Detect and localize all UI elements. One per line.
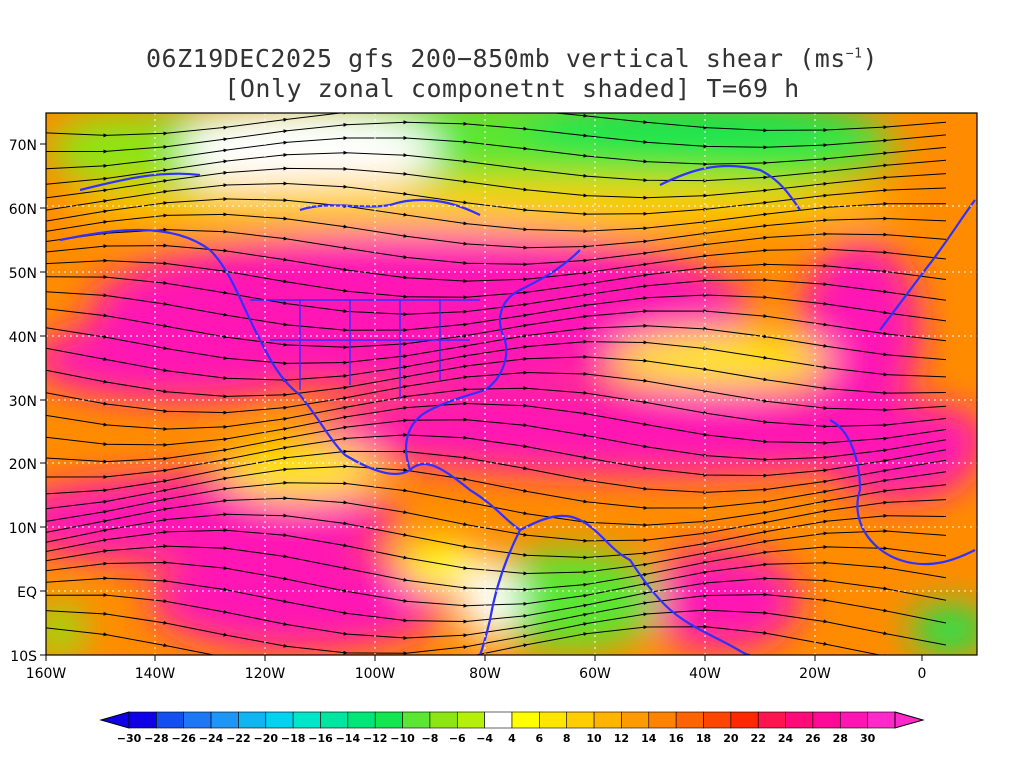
lat-label: 70N: [9, 138, 37, 154]
lon-label: 80W: [469, 666, 501, 682]
colorbar-swatch: [648, 711, 677, 729]
colorbar-swatch: [292, 711, 321, 729]
colorbar-swatch: [675, 711, 704, 729]
colorbar-label: −18: [281, 732, 306, 745]
title-line-2: [Only zonal componetnt shaded] T=69 h: [224, 74, 800, 103]
colorbar-swatch: [593, 711, 622, 729]
lon-label: 160W: [26, 666, 67, 682]
colorbar-swatch: [347, 711, 376, 729]
axis-ticks: [40, 143, 923, 661]
colorbar-swatch: [757, 711, 786, 729]
colorbar-label: 10: [586, 732, 602, 745]
colorbar-swatch: [265, 711, 294, 729]
streamlines: [46, 113, 947, 655]
colorbar-swatch: [374, 711, 403, 729]
colorbar-label: −8: [421, 732, 438, 745]
colorbar-label: −28: [144, 732, 169, 745]
colorbar-swatch: [128, 711, 157, 729]
lon-label: 20W: [799, 666, 831, 682]
lat-label: 40N: [9, 330, 37, 346]
colorbar-swatch: [730, 711, 759, 729]
lat-label: 30N: [9, 394, 37, 410]
colorbar-label: 14: [641, 732, 657, 745]
lat-label: 10N: [9, 521, 37, 537]
lon-label: 140W: [135, 666, 176, 682]
lat-label: 10S: [10, 649, 37, 665]
latitude-labels: 70N 60N 50N 40N 30N 20N 10N EQ 10S: [9, 138, 37, 665]
colorbar-swatch: [785, 711, 814, 729]
colorbar: −30 −28 −26 −24 −22 −20 −18 −16 −14 −12 −10 −8 −6 −4 4…: [99, 711, 925, 745]
lat-label: 60N: [9, 202, 37, 218]
colorbar-swatch: [511, 711, 540, 729]
colorbar-right-arrow: [894, 711, 925, 729]
lat-label: EQ: [17, 585, 37, 601]
colorbar-label: −22: [226, 732, 251, 745]
colorbar-label: 30: [860, 732, 876, 745]
colorbar-label: 28: [833, 732, 848, 745]
colorbar-swatch: [867, 711, 896, 729]
colorbar-swatch: [402, 711, 431, 729]
colorbar-label: −26: [171, 732, 196, 745]
colorbar-label: 8: [563, 732, 571, 745]
title-line-1: 06Z19DEC2025 gfs 200−850mb vertical shea…: [145, 44, 879, 73]
colorbar-swatch: [183, 711, 212, 729]
lon-label: 100W: [355, 666, 396, 682]
colorbar-swatch: [484, 711, 513, 729]
colorbar-label: −6: [449, 732, 466, 745]
colorbar-swatch: [566, 711, 595, 729]
colorbar-label: −10: [390, 732, 415, 745]
lon-label: 60W: [579, 666, 611, 682]
colorbar-label: 18: [696, 732, 711, 745]
lon-label: 120W: [245, 666, 286, 682]
colorbar-label: 16: [668, 732, 684, 745]
longitude-labels: 160W 140W 120W 100W 80W 60W 40W 20W 0: [26, 666, 927, 682]
colorbar-swatch: [156, 711, 185, 729]
colorbar-left-arrow: [99, 711, 130, 729]
colorbar-swatch: [238, 711, 267, 729]
colorbar-label: 26: [805, 732, 821, 745]
borders: [250, 299, 480, 400]
colorbar-label: −4: [476, 732, 493, 745]
colorbar-label: −12: [363, 732, 388, 745]
colorbar-swatch: [539, 711, 568, 729]
colorbar-swatch: [456, 711, 485, 729]
colorbar-label: 6: [536, 732, 544, 745]
colorbar-label: −20: [254, 732, 279, 745]
colorbar-swatch: [703, 711, 732, 729]
colorbar-swatch: [812, 711, 841, 729]
colorbar-label: 22: [751, 732, 766, 745]
coastlines: [59, 164, 976, 655]
grid: [46, 113, 977, 655]
lon-label: 40W: [689, 666, 721, 682]
lat-label: 20N: [9, 457, 37, 473]
colorbar-label: −30: [117, 732, 142, 745]
colorbar-swatch: [320, 711, 349, 729]
colorbar-label: 20: [723, 732, 739, 745]
streamline: [46, 624, 888, 655]
colorbar-label: −14: [336, 732, 361, 745]
lat-label: 50N: [9, 266, 37, 282]
colorbar-label: 12: [614, 732, 629, 745]
colorbar-label: 24: [778, 732, 794, 745]
colorbar-label: −24: [199, 732, 224, 745]
colorbar-swatch: [210, 711, 239, 729]
colorbar-swatch: [621, 711, 650, 729]
plot-frame: [45, 112, 978, 656]
colorbar-label: 4: [508, 732, 516, 745]
colorbar-swatch: [429, 711, 458, 729]
colorbar-swatch: [839, 711, 868, 729]
colorbar-label: −16: [308, 732, 333, 745]
lon-label: 0: [918, 666, 927, 682]
